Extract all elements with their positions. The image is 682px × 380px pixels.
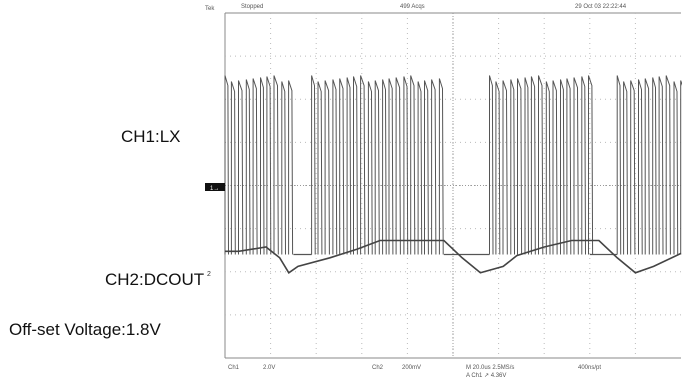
offset-voltage-label: Off-set Voltage:1.8V xyxy=(9,320,161,339)
readout-trigger: A Ch1 ↗ 4.36V xyxy=(466,373,506,379)
readout-ch1: Ch1 xyxy=(228,365,240,371)
readout-sample-rate: 400ns/pt xyxy=(578,365,601,371)
ch1-trace xyxy=(224,75,682,256)
ch2-ground-marker: 2 xyxy=(207,271,211,278)
readout-ch1-scale: 2.0V xyxy=(263,365,275,371)
readout-ch2-scale: 200mV xyxy=(402,365,421,371)
readout-ch2: Ch2 xyxy=(372,365,384,371)
acquisition-count: 499 Acqs xyxy=(400,4,425,10)
date-time: 29 Oct 03 22:22:44 xyxy=(575,4,627,10)
ch1-ground-marker xyxy=(205,183,225,191)
ch1-burst xyxy=(489,75,594,255)
ch1-burst xyxy=(224,75,294,255)
ch1-marker-text: 1→ xyxy=(210,186,219,192)
ch1-burst xyxy=(311,75,444,255)
run-status: Stopped xyxy=(241,4,263,10)
tek-mark: Tek xyxy=(205,6,215,12)
readout-timebase: M 20.0us 2.5MS/s xyxy=(466,365,514,371)
ch1-burst xyxy=(616,75,682,255)
ch2-label: CH2:DCOUT xyxy=(105,270,205,289)
scope-grid xyxy=(224,12,681,359)
ch2-trace xyxy=(225,239,682,274)
ch1-label: CH1:LX xyxy=(121,127,181,146)
